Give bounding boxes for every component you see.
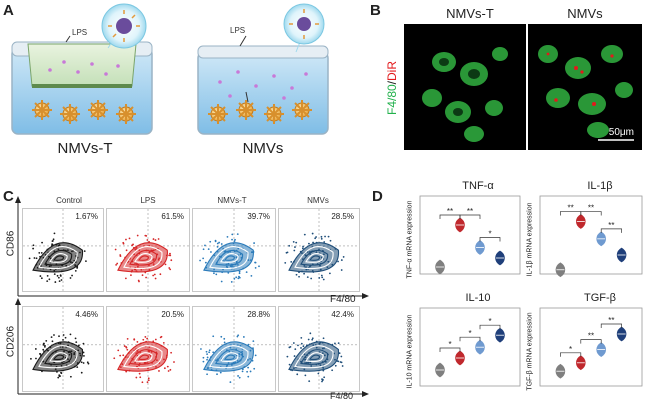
sig-label-0: *: [448, 340, 451, 349]
chart-ylabel-tnf: TNF-α mRNA expression: [406, 200, 414, 279]
flow-row1-nmvs-t-pct: 39.7%: [247, 212, 270, 221]
micrograph-nmvs: 50μm: [528, 24, 642, 150]
sig-label-0: *: [569, 345, 572, 354]
left-macrophages: [32, 100, 136, 124]
chart-ylabel-tgfb: TGF-β mRNA expression: [526, 312, 534, 391]
panel-d-label: D: [372, 188, 383, 205]
flow-col-control: Control: [56, 196, 82, 205]
sig-label-1: *: [468, 329, 471, 338]
col-header-nmvs: NMVs: [567, 6, 603, 21]
lps-label-left: LPS: [72, 28, 88, 37]
plot-frame: [419, 195, 521, 275]
left-well: [11, 3, 153, 135]
flow-row2-ylabel: CD206: [5, 325, 17, 358]
panel-b-label: B: [370, 2, 381, 19]
flow-row2-nmvs-t: 28.8%: [192, 306, 276, 392]
flow-row1-ylabel: CD86: [5, 230, 17, 257]
sig-bracket-1: [580, 211, 602, 216]
flow-row1-nmvs: 28.5%: [278, 208, 360, 292]
b-ylabel-dir: DiR: [385, 60, 399, 81]
col-header-nmvs-t: NMVs-T: [446, 6, 494, 21]
flow-row2-xlabel: F4/80: [330, 391, 354, 401]
flow-row2-lps: 20.5%: [106, 306, 190, 392]
flow-row1-xlabel: F4/80: [330, 294, 356, 305]
right-well: [197, 3, 329, 135]
flow-row1-control: 1.67%: [22, 208, 104, 292]
sig-bracket-2: [600, 228, 622, 233]
sig-bracket-1: [459, 214, 481, 219]
flow-col-nmvs-t: NMVs-T: [217, 196, 247, 205]
transwell-illustration: [11, 3, 329, 135]
panel-a-label: A: [3, 2, 14, 19]
flow-row2-nmvs-t-pct: 28.8%: [247, 310, 270, 319]
chart-ylabel-il10: IL-10 mRNA expression: [406, 314, 414, 389]
chart-title-il10: IL-10: [465, 292, 491, 304]
sig-bracket-2: [600, 323, 622, 328]
sig-label-0: **: [567, 204, 573, 213]
b-ylabel: F4/80/DiR: [382, 30, 399, 148]
plot-frame: [539, 307, 643, 387]
sig-bracket-1: [580, 339, 602, 344]
flow-row1-nmvs-t: 39.7%: [192, 208, 276, 292]
chart-title-tgfb: TGF-β: [584, 292, 616, 304]
flow-row1-lps: 61.5%: [106, 208, 190, 292]
flow-row2-control-pct: 4.46%: [75, 310, 98, 319]
sig-bracket-2: [479, 237, 501, 242]
mrna-charts: TNF-α IL-1β IL-10 TGF-β TNF-α mRNA expre…: [400, 172, 650, 401]
flow-col-nmvs: NMVs: [307, 196, 329, 205]
sig-label-1: **: [467, 207, 473, 216]
violin-plots: ** ***** ************: [419, 195, 643, 387]
sig-bracket-2: [479, 324, 501, 330]
b-ylabel-sep: /: [385, 80, 399, 85]
flow-row1-control-pct: 1.67%: [75, 212, 98, 221]
flow-row2-control: 4.46%: [22, 306, 104, 392]
plot-frame: [419, 307, 521, 387]
caption-nmvs-t: NMVs-T: [57, 140, 113, 157]
panel-c-label: C: [3, 188, 14, 205]
flow-row2-lps-pct: 20.5%: [161, 310, 184, 319]
violin-plot-3: *****: [539, 307, 643, 387]
chart-title-tnf: TNF-α: [462, 180, 494, 192]
flow-row1-nmvs-pct: 28.5%: [331, 212, 354, 221]
sig-label-2: *: [488, 230, 491, 239]
sig-label-1: **: [588, 332, 594, 341]
b-ylabel-f480: F4/80: [385, 84, 399, 116]
flow-axes: [15, 196, 369, 397]
caption-nmvs: NMVs: [242, 140, 284, 157]
sig-label-0: **: [447, 207, 453, 216]
chart-title-il1b: IL-1β: [587, 180, 613, 192]
chart-ylabel-il1b: IL-1β mRNA expression: [526, 202, 534, 277]
sig-label-2: **: [608, 316, 614, 325]
scalebar-label: 50μm: [608, 127, 634, 138]
flow-row2-nmvs: 42.4%: [278, 306, 360, 392]
plot-frame: [539, 195, 643, 275]
violin-plot-1: ** ** **: [539, 195, 643, 278]
sig-label-2: *: [488, 317, 491, 326]
sig-bracket-0: [439, 347, 461, 352]
lps-label-right: LPS: [230, 26, 246, 35]
flow-col-lps: LPS: [140, 196, 156, 205]
violin-plot-2: * * *: [419, 307, 521, 387]
sig-label-1: **: [588, 204, 594, 213]
right-macrophages: [208, 100, 312, 124]
sig-label-2: **: [608, 221, 614, 230]
micrograph-nmvs-t: [404, 24, 526, 150]
sig-bracket-1: [459, 336, 481, 342]
flow-row1-lps-pct: 61.5%: [161, 212, 184, 221]
violin-plot-0: ** ***: [419, 195, 521, 275]
flow-row2-nmvs-pct: 42.4%: [331, 310, 354, 319]
sig-bracket-0: [560, 352, 582, 357]
